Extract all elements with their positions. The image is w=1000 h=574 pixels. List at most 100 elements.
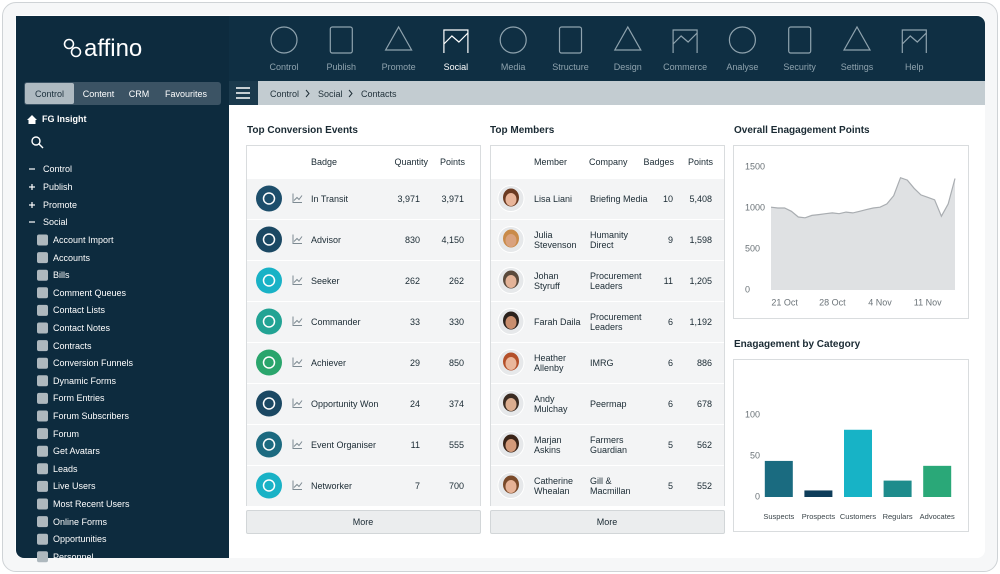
nav-label[interactable]: Security [783,62,816,72]
breadcrumb-chevron [305,89,310,98]
sidebar-tab[interactable]: Favourites [164,88,208,99]
member-name: Catherine Whealan [534,475,574,496]
sidebar-item[interactable]: Opportunities [53,534,107,545]
sidebar-item[interactable]: Contact Lists [53,305,106,316]
avatar-face [505,193,517,206]
sidebar-item[interactable]: Dynamic Forms [53,375,117,386]
member-name: Marjan Askins [534,434,562,455]
avatar-face [505,234,517,247]
sidebar-item[interactable]: Personnel [53,551,94,562]
avatar-face [505,480,517,493]
badge-glyph [262,233,276,246]
badge-glyph [262,192,276,205]
company: Gill & Macmillan [590,475,631,496]
quantity: 24 [409,398,420,409]
nav-label[interactable]: Commerce [663,62,708,72]
trend-icon [292,234,303,244]
sidebar-item[interactable]: Get Avatars [53,446,100,457]
tree-item[interactable]: Publish [43,182,73,192]
nav-label[interactable]: Promote [381,62,416,72]
sidebar-item[interactable]: Contact Notes [53,323,111,333]
sidebar-item[interactable]: Conversion Funnels [53,358,134,369]
sidebar-item[interactable]: Live Users [53,481,96,492]
nav-label[interactable]: Control [269,62,299,72]
points: 5,408 [689,193,712,204]
sidebar-item[interactable]: Bills [53,270,70,281]
points: 1,205 [689,275,712,286]
sidebar-item[interactable]: Most Recent Users [53,499,130,509]
trend-icon [292,480,303,490]
sidebar-item[interactable]: Online Forms [53,516,108,527]
sidebar-item[interactable]: Account Import [53,235,114,245]
sidebar-item[interactable]: Contracts [53,340,92,351]
breadcrumb-item[interactable]: Control [270,88,300,99]
table-row [247,179,480,219]
member-name: Lisa Liani [534,193,573,204]
x-tick-label: 28 Oct [819,297,846,307]
more-button[interactable] [490,510,725,534]
sidebar-item[interactable]: Forum [53,428,80,439]
nav-label[interactable]: Analyse [726,62,759,72]
table-row [491,261,724,301]
item-checkbox [37,357,48,369]
nav-label[interactable]: Help [905,62,924,72]
badge-icon [256,349,282,376]
x-tick-label: Suspects [763,512,794,521]
badge-icon [256,431,282,458]
nav-label[interactable]: Media [500,62,526,72]
table-row [247,425,480,465]
x-tick-label: Advocates [920,512,955,521]
tab-active[interactable] [25,83,74,104]
badge-name: In Transit [311,193,349,204]
column-header: Points [687,157,713,167]
trend-icon [292,357,303,367]
site-name: FG Insight [42,114,87,124]
badge-icon [256,185,282,212]
search-icon-handle [38,143,44,149]
tree-item[interactable]: Social [43,217,68,227]
table-row [491,425,724,465]
badge-name: Achiever [311,357,347,368]
table-row [247,302,480,342]
sidebar-item[interactable]: Comment Queues [53,287,127,298]
more-label[interactable]: More [352,517,374,527]
breadcrumb-item[interactable]: Social [318,88,343,99]
nav-label[interactable]: Design [613,62,642,72]
nav-label[interactable]: Structure [552,62,589,72]
column-header: Company [589,157,628,167]
tree-item[interactable]: Control [43,164,73,174]
bar [883,480,912,497]
trend-icon [292,275,303,285]
nav-label[interactable]: Settings [840,62,874,72]
sidebar [16,16,229,558]
more-button[interactable] [246,510,481,534]
more-label[interactable]: More [596,517,618,527]
bar [923,465,952,497]
avatar-face [505,316,517,329]
sidebar-item[interactable]: Leads [53,463,78,474]
tree-item[interactable]: Promote [43,200,78,210]
nav-label[interactable]: Social [443,62,469,72]
top-nav [229,16,985,81]
points: 555 [448,439,464,450]
sidebar-tab[interactable]: Content [82,88,115,99]
badge-glyph [262,479,276,492]
item-checkbox [37,322,48,334]
chart-title: Overall Enagagement Points [734,125,870,136]
badge-glyph [262,438,276,451]
nav-label[interactable]: Publish [326,62,357,72]
sidebar-item[interactable]: Forum Subscribers [53,411,130,421]
item-checkbox [37,252,48,264]
points: 678 [696,398,712,409]
sidebar-tab[interactable]: Control [34,88,64,99]
member-name: Farah Daila [534,316,581,327]
search-icon [31,136,41,146]
item-checkbox [37,463,48,475]
sidebar-tab[interactable]: CRM [128,88,150,99]
sidebar-item[interactable]: Accounts [53,252,91,263]
sidebar-item[interactable]: Form Entries [53,393,105,404]
company: Farmers Guardian [590,434,628,455]
x-tick-label: 11 Nov [914,297,942,307]
nav-icon [842,25,872,51]
